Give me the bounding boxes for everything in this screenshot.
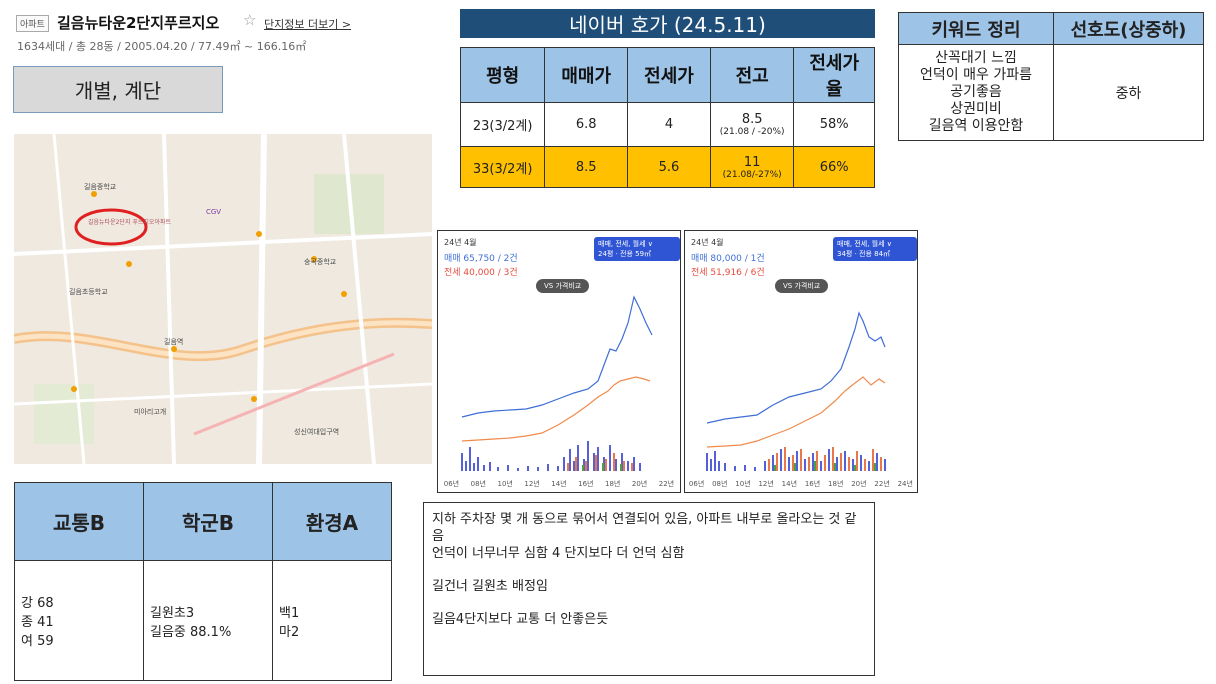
map-label-target: 길음뉴타운2단지 푸르지오아파트: [88, 218, 171, 226]
row-high-note: (21.08/-27%): [722, 169, 782, 180]
row-high: 8.5 (21.08 / -20%): [709, 102, 795, 147]
trade-type-select[interactable]: 매매, 전세, 월세 ∨ 24평 · 전용 59㎡: [594, 237, 680, 261]
col-sale: 매매가: [544, 47, 629, 103]
row-jeonse: 5.6: [627, 146, 711, 188]
bars: [706, 447, 886, 471]
price-section-title: 네이버 호가 (24.5.11): [460, 9, 875, 38]
price-title-text: 네이버 호가 (24.5.11): [569, 13, 766, 37]
map-label-station2: 성신여대입구역: [294, 427, 339, 436]
col-type: 평형: [459, 47, 546, 103]
grade-table: 교통B 학군B 환경A 강 68 종 41 여 59 길원초3 길음중 88.1…: [14, 482, 392, 681]
row-high-note: (21.08 / -20%): [719, 127, 785, 137]
chart-jeonse-summary: 전세 40,000 / 3건: [444, 268, 518, 278]
row-high: 11 (21.08/-27%): [709, 146, 795, 188]
chart-plot: [706, 311, 886, 471]
school-grade: 학군B: [143, 482, 273, 561]
heating-type-box: 개별, 계단: [13, 66, 223, 113]
row-type: 23(3/2계): [459, 102, 546, 147]
row-ratio: 58%: [793, 102, 875, 147]
price-chart-34[interactable]: 24년 4월 매매 80,000 / 1건 전세 51,916 / 6건 매매,…: [684, 230, 918, 493]
col-ratio: 전세가 율: [793, 47, 875, 103]
size-select-label: 24평 · 전용 59㎡: [598, 250, 652, 258]
price-table-header: 평형 매매가 전세가 전고 전세가 율: [459, 47, 875, 103]
col-jeonse: 전세가: [627, 47, 711, 103]
property-type-badge: 아파트: [16, 15, 49, 32]
price-table: 평형 매매가 전세가 전고 전세가 율 23(3/2계) 6.8 4 8.5 (2…: [459, 47, 875, 188]
jeonse-line: [706, 376, 886, 448]
apartment-summary: 1634세대 / 총 28동 / 2005.04.20 / 77.49㎡ ~ 1…: [17, 40, 307, 53]
apartment-title: 길음뉴타운2단지푸르지오: [57, 14, 220, 32]
keyword-table: 키워드 정리 선호도(상중하) 산꼭대기 느낌 언덕이 매우 가파름 공기좋음 …: [898, 12, 1204, 141]
map-label-cgv: CGV: [206, 208, 221, 216]
row-high-value: 11: [743, 154, 761, 170]
map-label-hill: 미아리고개: [134, 407, 166, 416]
keyword-list: 산꼭대기 느낌 언덕이 매우 가파름 공기좋음 상권미비 길음역 이용안함: [898, 44, 1054, 141]
map-label-school1: 숭곡중학교: [304, 257, 337, 266]
note-2: 길건너 길원초 배정임: [432, 579, 548, 594]
bars: [461, 441, 641, 471]
chart-date: 24년 4월: [444, 238, 477, 247]
trade-type-select-label: 매매, 전세, 월세 ∨: [837, 240, 892, 248]
map-label-station: 길음역: [164, 337, 183, 346]
transport-grade: 교통B: [14, 482, 144, 561]
notes-box: 지하 주차장 몇 개 동으로 묶어서 연결되어 있음, 아파트 내부로 올라오는…: [423, 502, 875, 676]
compare-button[interactable]: VS 가격비교: [536, 279, 590, 293]
chart-plot: [461, 295, 653, 471]
row-high-value: 8.5: [741, 112, 763, 127]
chart-jeonse-summary: 전세 51,916 / 6건: [691, 268, 765, 278]
row-ratio: 66%: [793, 146, 875, 188]
location-map[interactable]: 길음뉴타운2단지 푸르지오아파트 CGV 길음역 숭곡중학교 길음초등학교 길음…: [14, 134, 432, 464]
transport-detail: 강 68 종 41 여 59: [14, 560, 144, 681]
price-chart-24[interactable]: 24년 4월 매매 65,750 / 2건 전세 40,000 / 3건 매매,…: [437, 230, 681, 493]
preference-grade: 중하: [1053, 44, 1204, 141]
x-axis-labels: 06년 08년 10년 12년 14년 16년 18년 20년 22년 24년: [688, 480, 913, 488]
chart-date: 24년 4월: [691, 238, 724, 247]
note-3: 길음4단지보다 교통 더 안좋은듯: [432, 612, 609, 627]
note-1: 지하 주차장 몇 개 동으로 묶어서 연결되어 있음, 아파트 내부로 올라오는…: [432, 512, 857, 561]
map-graphic: 길음뉴타운2단지 푸르지오아파트 CGV 길음역 숭곡중학교 길음초등학교 길음…: [14, 134, 432, 464]
x-axis-labels: 06년 08년 10년 12년 14년 16년 18년 20년 22년: [443, 480, 675, 488]
row-type: 33(3/2계): [459, 146, 546, 188]
row-jeonse: 4: [627, 102, 711, 147]
compare-button[interactable]: VS 가격비교: [775, 279, 829, 293]
size-select-label: 34평 · 전용 84㎡: [837, 250, 891, 258]
price-row: 23(3/2계) 6.8 4 8.5 (21.08 / -20%) 58%: [459, 102, 875, 147]
environment-detail: 백1 마2: [272, 560, 392, 681]
col-high: 전고: [709, 47, 795, 103]
price-row-highlighted: 33(3/2계) 8.5 5.6 11 (21.08/-27%) 66%: [459, 146, 875, 188]
chart-sale-summary: 매매 65,750 / 2건: [444, 254, 518, 264]
row-sale: 8.5: [544, 146, 629, 188]
row-sale: 6.8: [544, 102, 629, 147]
keyword-header: 키워드 정리: [898, 12, 1054, 45]
map-label-school3: 길음중학교: [84, 182, 117, 191]
school-detail: 길원초3 길음중 88.1%: [143, 560, 273, 681]
sale-line: [461, 295, 653, 418]
sale-line: [706, 311, 886, 424]
map-label-school2: 길음초등학교: [69, 287, 108, 296]
environment-grade: 환경A: [272, 482, 392, 561]
trade-type-select[interactable]: 매매, 전세, 월세 ∨ 34평 · 전용 84㎡: [833, 237, 917, 261]
jeonse-line: [461, 376, 651, 442]
trade-type-select-label: 매매, 전세, 월세 ∨: [598, 240, 653, 248]
complex-info-link[interactable]: 단지정보 더보기 >: [264, 18, 352, 31]
heating-type-label: 개별, 계단: [74, 79, 162, 103]
preference-header: 선호도(상중하): [1053, 12, 1204, 45]
chart-sale-summary: 매매 80,000 / 1건: [691, 254, 765, 264]
favorite-star-icon[interactable]: ☆: [243, 11, 257, 29]
